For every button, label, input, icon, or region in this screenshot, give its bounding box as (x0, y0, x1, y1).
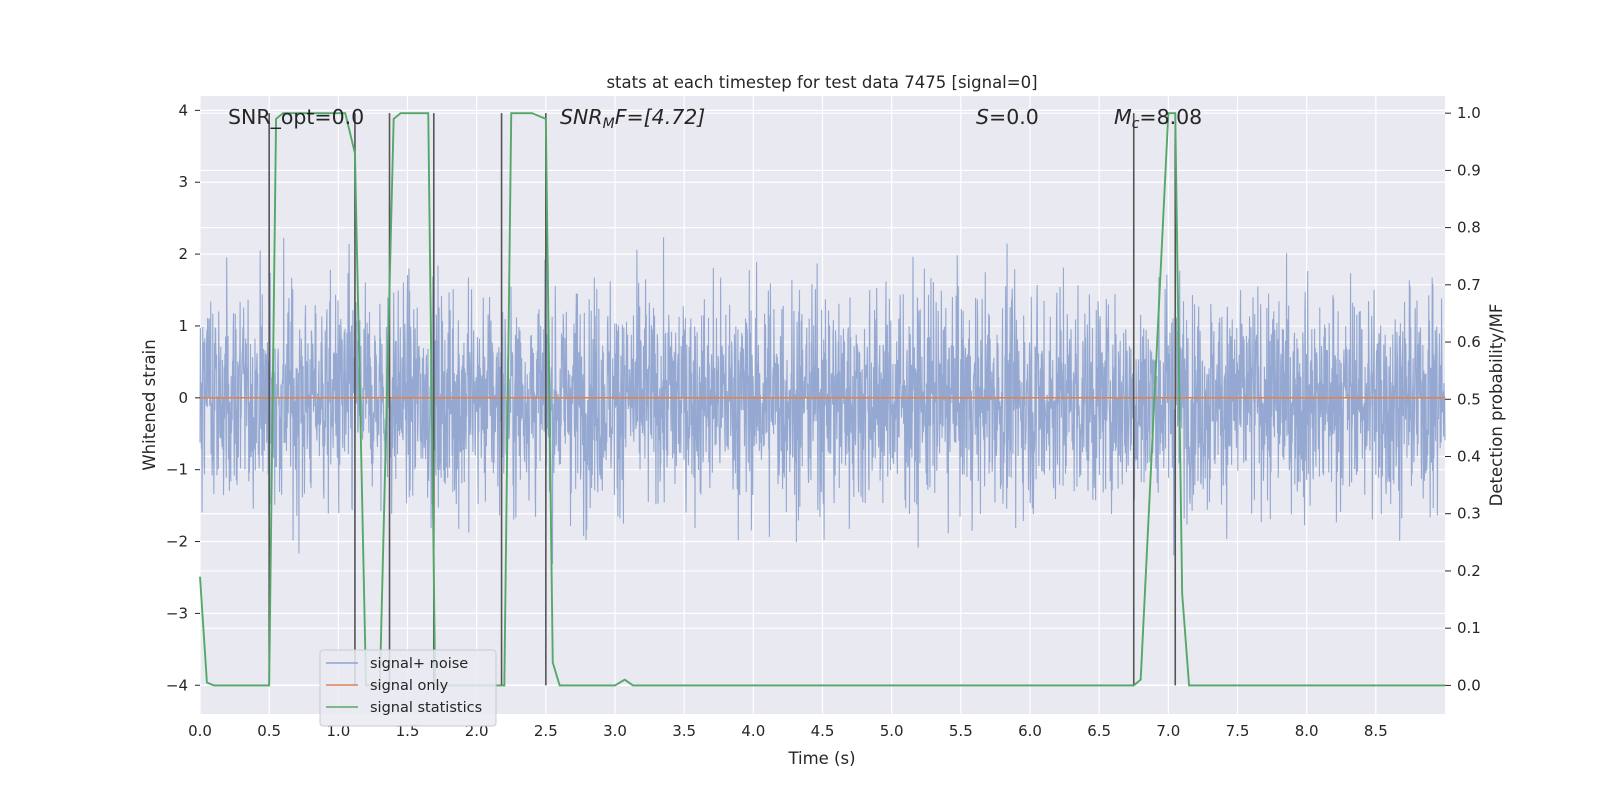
annotation-mc-rest: =8.08 (1139, 105, 1202, 129)
legend-label-noise: signal+ noise (370, 656, 468, 672)
signal-noise-series (199, 237, 1446, 565)
annotation-snr-mf-sub: M (603, 116, 615, 132)
signal-noise-line (199, 237, 1446, 565)
x-tick-label: 6.5 (1087, 722, 1111, 740)
y-right-tick-label: 0.8 (1457, 219, 1481, 237)
x-tick-label: 5.5 (949, 722, 973, 740)
y-right-tick-label: 0.2 (1457, 562, 1481, 580)
y-axis-ticks: 4 3 2 1 0 −1 −2 −3 −4 (166, 101, 200, 694)
y-tick-label: 2 (178, 245, 188, 263)
y-right-tick-label: 0.0 (1457, 676, 1481, 694)
x-tick-label: 4.5 (811, 722, 835, 740)
x-tick-label: 8.5 (1364, 722, 1388, 740)
signal-statistics-series (199, 112, 1445, 687)
y-right-tick-label: 0.3 (1457, 505, 1481, 523)
chart-title: stats at each timestep for test data 747… (606, 73, 1037, 92)
annotation-s-rest: =0.0 (989, 105, 1039, 129)
legend-label-stats: signal statistics (370, 700, 482, 716)
y-tick-label: −4 (166, 676, 188, 694)
vertical-markers (268, 113, 1177, 686)
x-tick-label: 6.0 (1018, 722, 1042, 740)
annotation-mc-sub: c (1132, 116, 1140, 132)
y-tick-label: −1 (166, 461, 188, 479)
legend-label-signal: signal only (370, 678, 449, 694)
annotation-snr-opt: SNR_opt=0.0 (228, 105, 364, 130)
x-tick-label: 2.5 (534, 722, 558, 740)
x-tick-label: 4.0 (741, 722, 765, 740)
annotation-mc-main: M (1114, 105, 1132, 129)
annotation-mc: Mc=8.08 (1114, 105, 1202, 132)
x-tick-label: 5.0 (880, 722, 904, 740)
y-right-tick-label: 0.6 (1457, 333, 1481, 351)
y-tick-label: 4 (178, 101, 188, 119)
y-tick-label: −2 (166, 533, 188, 551)
y-tick-label: 1 (178, 317, 188, 335)
legend: signal+ noise signal only signal statist… (319, 649, 497, 727)
y-right-tick-label: 0.7 (1457, 276, 1481, 294)
x-tick-label: 7.0 (1156, 722, 1180, 740)
y-right-tick-label: 0.4 (1457, 448, 1481, 466)
x-tick-label: 8.0 (1295, 722, 1319, 740)
x-tick-label: 7.5 (1226, 722, 1250, 740)
y-axis-right-ticks: 1.0 0.9 0.8 0.7 0.6 0.5 0.4 0.3 0.2 0.1 0.0 (1445, 104, 1481, 694)
y-axis-right-label: Detection probability/MF (1487, 304, 1506, 507)
legend-box (319, 649, 497, 727)
annotation-snr-mf-rest: F=[4.72] (615, 105, 706, 129)
x-tick-label: 0.5 (257, 722, 281, 740)
x-tick-label: 3.0 (603, 722, 627, 740)
annotation-s: S=0.0 (976, 105, 1039, 129)
annotation-snr-mf: SNRMF=[4.72] (560, 105, 705, 132)
x-tick-label: 0.0 (188, 722, 212, 740)
annotation-snr-mf-main: SNR (560, 105, 603, 129)
y-tick-label: 0 (178, 389, 188, 407)
y-right-tick-label: 0.1 (1457, 619, 1481, 637)
y-tick-label: 3 (178, 173, 188, 191)
x-tick-label: 3.5 (672, 722, 696, 740)
y-right-tick-label: 0.9 (1457, 161, 1481, 179)
y-axis-label: Whitened strain (140, 339, 159, 470)
x-axis-label: Time (s) (787, 749, 855, 768)
y-tick-label: −3 (166, 604, 188, 622)
y-right-tick-label: 1.0 (1457, 104, 1481, 122)
y-right-tick-label: 0.5 (1457, 390, 1481, 408)
x-axis-ticks: 0.0 0.5 1.0 1.5 2.0 2.5 3.0 3.5 4.0 4.5 5.0 5.5 6.0 6… (188, 722, 1388, 740)
annotation-s-main: S (976, 105, 989, 129)
signal-statistics-line (199, 112, 1445, 687)
